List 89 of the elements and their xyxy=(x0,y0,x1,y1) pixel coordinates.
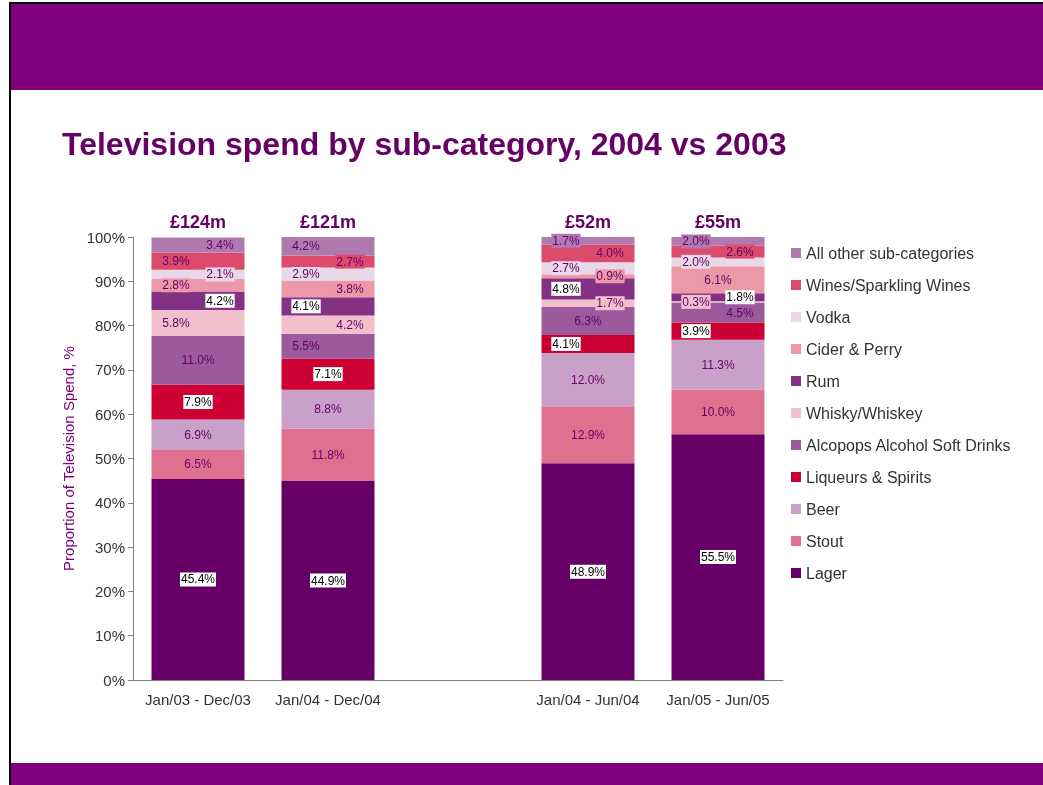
data-label: 1.7% xyxy=(596,296,624,311)
data-label: 2.1% xyxy=(206,267,234,282)
data-label: 4.0% xyxy=(596,246,624,261)
data-label: 55.5% xyxy=(700,550,736,565)
data-label: 4.2% xyxy=(336,317,364,332)
legend-label: All other sub-categories xyxy=(806,244,975,262)
y-tick-label: 60% xyxy=(94,405,125,423)
data-label: 4.2% xyxy=(206,293,234,308)
data-label: 1.8% xyxy=(726,290,754,305)
data-label: 12.0% xyxy=(570,372,606,387)
data-label: 2.7% xyxy=(336,254,364,269)
x-tick-label: Jan/05 - Jun/05 xyxy=(666,691,770,708)
bar xyxy=(281,358,375,390)
bar xyxy=(541,463,635,680)
data-label: 1.7% xyxy=(552,233,580,248)
data-label: 4.1% xyxy=(552,336,580,351)
annotation: £124m xyxy=(169,212,227,232)
data-label: 2.8% xyxy=(162,278,190,293)
x-tick-label: Jan/04 - Jun/04 xyxy=(536,691,640,708)
data-label: 4.2% xyxy=(292,239,320,254)
data-label: 2.6% xyxy=(726,244,754,259)
data-label: 7.1% xyxy=(314,367,342,382)
data-label: 6.1% xyxy=(704,272,732,287)
legend-label: Whisky/Whiskey xyxy=(806,404,923,422)
data-label: 3.4% xyxy=(206,237,234,252)
legend-label: Wines/Sparkling Wines xyxy=(806,276,971,294)
data-label: 4.1% xyxy=(292,299,320,314)
data-label: 3.9% xyxy=(682,324,710,339)
x-tick-label: Jan/04 - Dec/04 xyxy=(275,691,381,708)
annotation: £121m xyxy=(299,212,357,232)
y-axis-title: Proportion of Television Spend, % xyxy=(59,346,77,571)
chart-title: Television spend by sub-category, 2004 vs 2003 xyxy=(62,126,787,163)
y-tick-label: 100% xyxy=(86,228,125,246)
data-label: 6.9% xyxy=(184,427,212,442)
bar xyxy=(541,353,635,407)
bar xyxy=(151,384,245,420)
y-tick-label: 50% xyxy=(94,450,125,467)
data-label: 10.0% xyxy=(700,404,736,419)
data-label: 2.0% xyxy=(682,234,710,249)
data-label: 2.7% xyxy=(552,261,580,276)
data-label: 2.9% xyxy=(292,266,320,281)
legend-label: Vodka xyxy=(806,308,851,326)
bar xyxy=(671,389,765,435)
bar xyxy=(671,434,765,680)
y-tick-label: 30% xyxy=(94,538,125,556)
data-label: 11.0% xyxy=(181,353,215,368)
legend-label: Stout xyxy=(806,532,844,550)
bar xyxy=(541,406,635,464)
legend-label: Beer xyxy=(806,500,841,518)
legend-label: Alcopops Alcohol Soft Drinks xyxy=(806,436,1011,454)
data-label: 0.3% xyxy=(682,294,710,309)
data-label: 6.5% xyxy=(184,457,212,472)
data-label: 44.9% xyxy=(310,573,346,588)
bar xyxy=(281,389,375,429)
data-label: 3.8% xyxy=(336,281,364,296)
data-label: 4.8% xyxy=(552,281,580,296)
data-label: 11.8% xyxy=(311,447,345,462)
annotation: £52m xyxy=(564,212,612,232)
data-label: 6.3% xyxy=(574,313,602,328)
y-tick-label: 10% xyxy=(94,627,125,645)
bar xyxy=(151,478,245,680)
y-tick-label: 90% xyxy=(94,272,125,290)
legend-label: Cider & Perry xyxy=(806,340,903,358)
data-label: 12.9% xyxy=(570,427,606,442)
data-label: 0.9% xyxy=(596,269,624,284)
data-label: 7.9% xyxy=(184,395,212,410)
bar xyxy=(281,481,375,680)
data-label: 45.4% xyxy=(180,572,216,587)
data-label: 48.9% xyxy=(570,564,606,579)
y-tick-label: 80% xyxy=(94,317,125,335)
y-tick-label: 40% xyxy=(94,494,125,512)
bar xyxy=(151,335,245,385)
data-label: 8.8% xyxy=(314,402,342,417)
bar xyxy=(281,428,375,482)
data-label: 5.5% xyxy=(292,339,320,354)
bar xyxy=(671,339,765,390)
data-label: 2.0% xyxy=(682,254,710,269)
data-label: 3.9% xyxy=(162,254,190,269)
data-label: 4.5% xyxy=(726,305,754,320)
y-tick-label: 70% xyxy=(94,361,125,379)
y-tick-label: 20% xyxy=(94,582,125,600)
data-label: 5.8% xyxy=(162,315,190,330)
legend-label: Lager xyxy=(806,564,848,582)
y-tick-label: 0% xyxy=(103,671,125,689)
legend-label: Liqueurs & Spirits xyxy=(806,468,932,486)
data-label: 11.3% xyxy=(701,357,735,372)
x-tick-label: Jan/03 - Dec/03 xyxy=(145,691,251,708)
annotation: £55m xyxy=(694,212,742,232)
legend-label: Rum xyxy=(806,372,840,390)
